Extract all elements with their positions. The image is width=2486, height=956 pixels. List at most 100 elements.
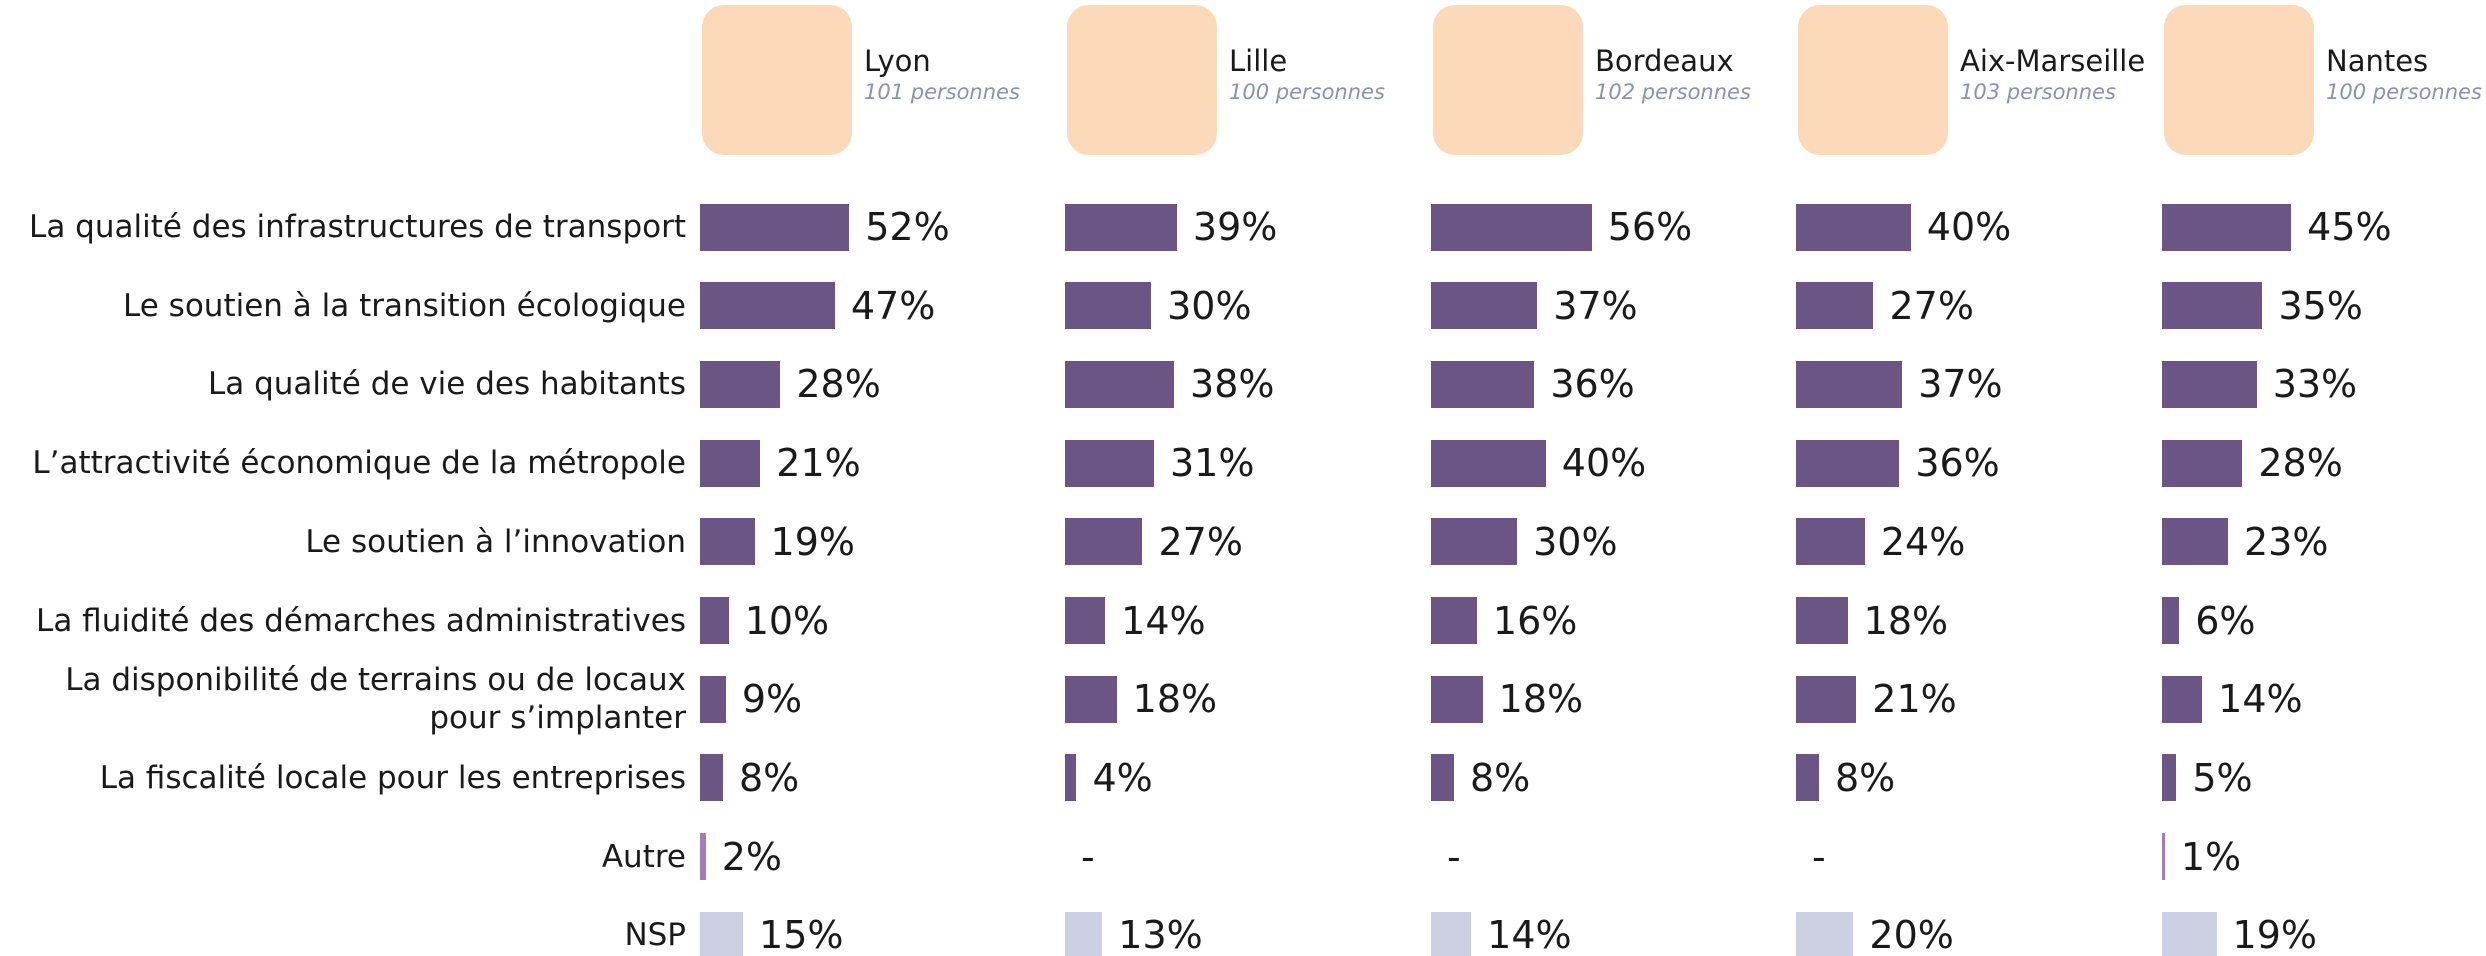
category-label: La fluidité des démarches administrative…	[36, 602, 686, 639]
bar	[1796, 597, 1848, 644]
value-label: 16%	[1492, 598, 1578, 643]
value-label: 23%	[2244, 519, 2329, 564]
value-label: 37%	[1918, 362, 2003, 407]
value-label: 6%	[2195, 598, 2256, 643]
bar	[2162, 833, 2165, 881]
category-label: La qualité de vie des habitants	[207, 366, 686, 403]
value-label: 36%	[1550, 362, 1635, 407]
city-icon	[1067, 5, 1217, 155]
bar	[1065, 911, 1103, 956]
value-label: 28%	[796, 362, 881, 407]
bar	[2162, 439, 2243, 487]
value-label: 36%	[1915, 441, 2000, 486]
bar	[2162, 911, 2217, 956]
bar	[1796, 439, 1900, 487]
respondents: 100 personnes	[2326, 80, 2482, 104]
city-name: Lille	[1229, 44, 1288, 78]
value-label: 35%	[2278, 283, 2363, 328]
value-label: 19%	[770, 519, 855, 564]
category-label: L’attractivité économique de la métropol…	[32, 445, 686, 482]
bar	[1065, 675, 1117, 723]
bar	[700, 911, 744, 956]
bar	[1796, 754, 1819, 802]
bar	[1431, 911, 1472, 956]
value-label: -	[1812, 834, 1826, 879]
bar	[700, 833, 706, 881]
value-label: -	[1447, 834, 1461, 879]
category-label: Le soutien à l’innovation	[305, 523, 686, 560]
value-label: 39%	[1192, 205, 1278, 249]
category-label: La qualité des infrastructures de transp…	[29, 209, 686, 245]
value-label: 31%	[1169, 441, 1255, 486]
respondents: 100 personnes	[1229, 80, 1385, 104]
value-label: 18%	[1132, 677, 1218, 722]
bar	[1796, 675, 1857, 723]
value-label: 19%	[2232, 913, 2317, 956]
value-label: 15%	[759, 913, 844, 956]
bar	[700, 518, 755, 566]
bar	[1796, 518, 1865, 566]
city-icon	[1433, 5, 1583, 155]
respondents: 101 personnes	[864, 80, 1020, 104]
bar	[1065, 360, 1175, 408]
bar	[1796, 360, 1903, 408]
value-label: 21%	[776, 441, 861, 486]
bar	[1431, 360, 1535, 408]
value-label: 14%	[1487, 913, 1572, 956]
bar	[1431, 439, 1546, 487]
value-label: 8%	[1469, 755, 1531, 800]
bar	[700, 282, 835, 330]
value-label: 24%	[1880, 519, 1966, 564]
value-label: 37%	[1553, 283, 1638, 328]
value-label: 52%	[865, 205, 950, 249]
bar	[1431, 282, 1538, 330]
respondents: 103 personnes	[1960, 80, 2116, 104]
bar	[2162, 518, 2228, 566]
bar	[700, 360, 781, 408]
value-label: 47%	[850, 283, 936, 328]
value-label: 2%	[721, 834, 783, 879]
value-label: 20%	[1869, 913, 1954, 956]
value-label: 18%	[1863, 598, 1949, 643]
category-label: Autre	[601, 838, 686, 875]
category-label: NSP	[624, 917, 686, 954]
value-label: 40%	[1561, 441, 1647, 486]
bar	[700, 439, 761, 487]
city-name: Aix-Marseille	[1960, 44, 2146, 78]
category-label: Le soutien à la transition écologique	[123, 287, 686, 324]
bar	[1065, 203, 1177, 251]
city-name: Lyon	[864, 44, 931, 78]
value-label: 14%	[1121, 598, 1206, 643]
bar	[700, 597, 729, 644]
value-label: 33%	[2272, 362, 2358, 407]
value-label: 14%	[2218, 677, 2303, 722]
value-label: 38%	[1190, 362, 1275, 407]
city-icon	[702, 5, 852, 155]
city-name: Bordeaux	[1595, 44, 1734, 78]
value-label: 27%	[1158, 519, 1243, 564]
bar	[1431, 518, 1518, 566]
value-label: 56%	[1607, 205, 1693, 249]
value-label: 27%	[1889, 283, 1974, 328]
bar	[2162, 754, 2177, 802]
value-label: 30%	[1533, 519, 1618, 564]
city-name: Nantes	[2326, 44, 2429, 78]
respondents: 102 personnes	[1595, 80, 1751, 104]
city-icon	[2164, 5, 2314, 155]
value-label: 30%	[1167, 283, 1252, 328]
value-label: 40%	[1926, 205, 2012, 249]
category-label: La fiscalité locale pour les entreprises	[99, 759, 686, 796]
value-label: 10%	[744, 598, 830, 643]
bar	[1431, 675, 1483, 723]
bar	[2162, 675, 2203, 723]
bar	[1796, 203, 1911, 251]
bar	[2162, 282, 2263, 330]
bar	[1065, 597, 1106, 644]
value-label: 18%	[1498, 677, 1584, 722]
value-label: 8%	[1834, 755, 1896, 800]
bar	[1065, 754, 1077, 802]
bar	[1065, 518, 1143, 566]
bar	[2162, 203, 2292, 251]
bar	[1431, 597, 1477, 644]
